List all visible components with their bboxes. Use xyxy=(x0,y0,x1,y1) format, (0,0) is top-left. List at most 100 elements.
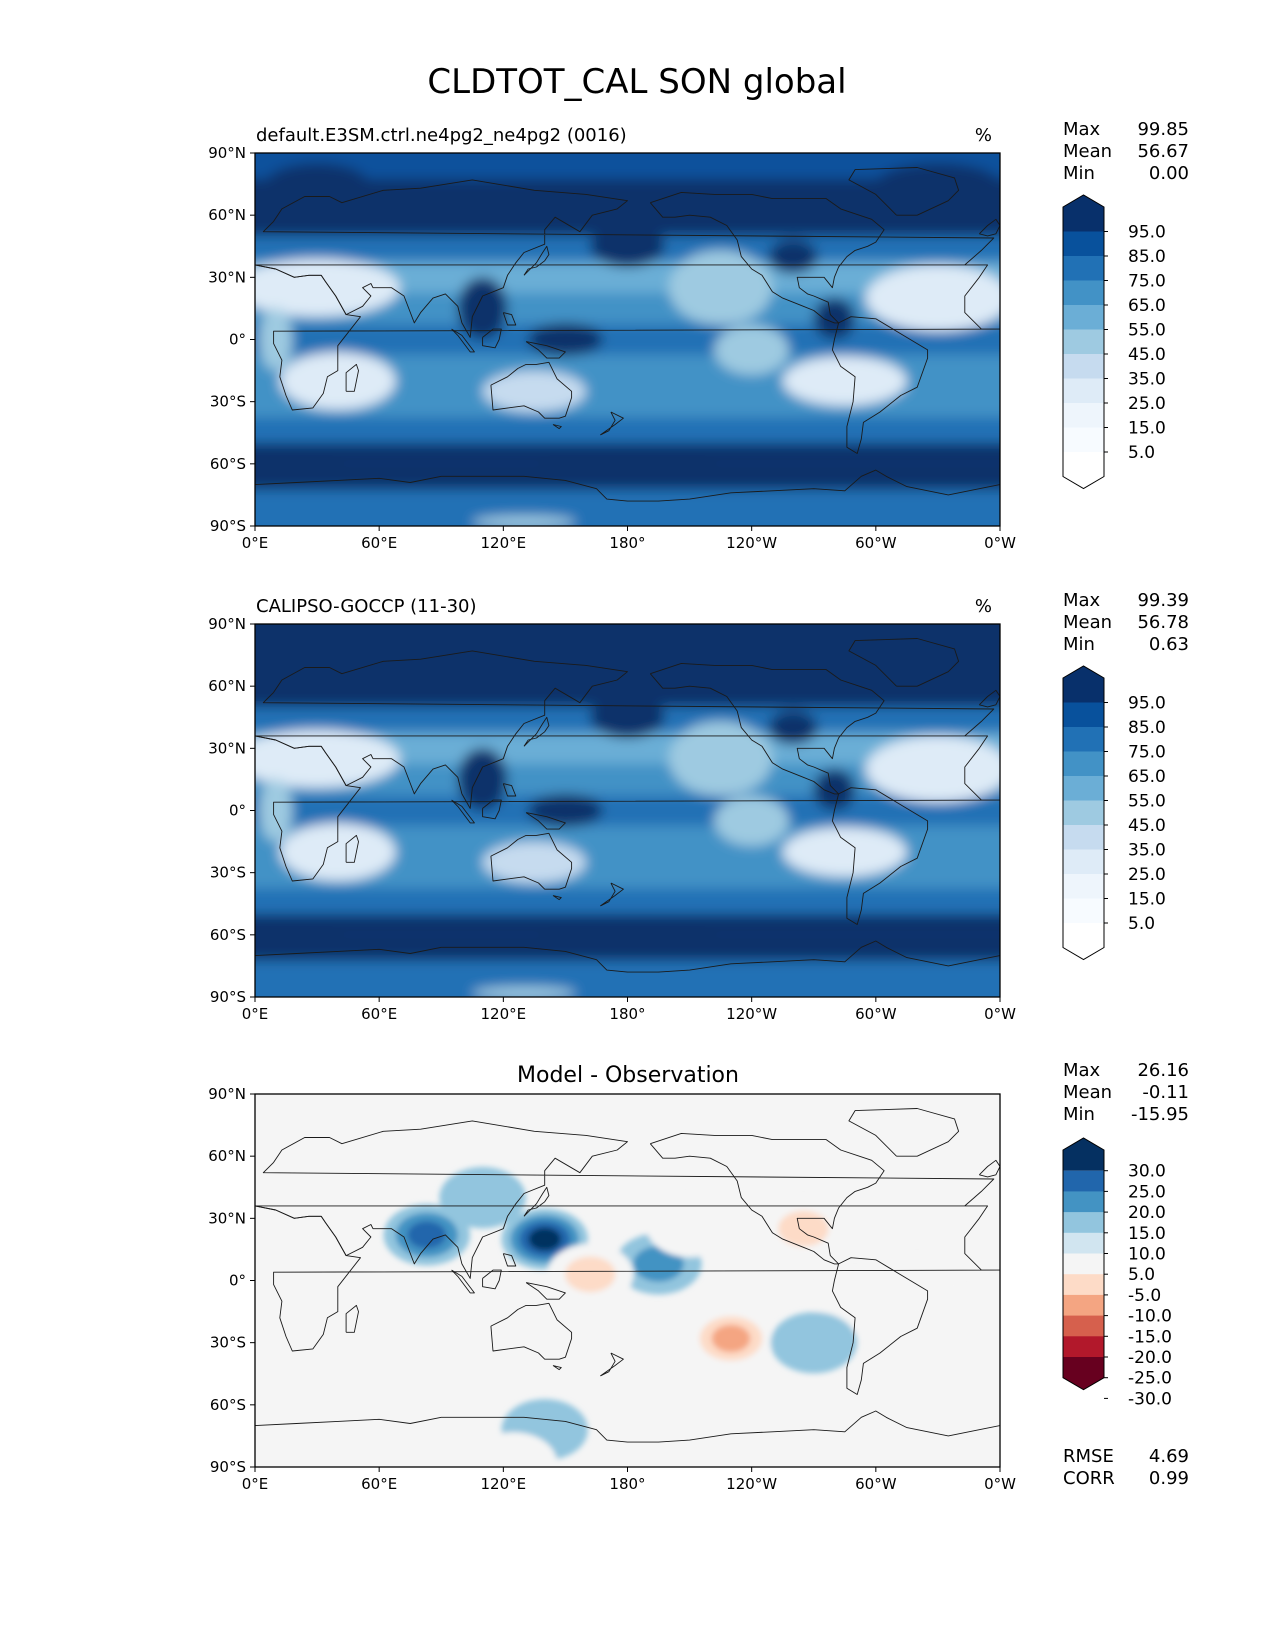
coastline xyxy=(600,411,624,436)
panel-test-x-axis: 0°E 60°E 120°E 180° 120°W 60°W 0°W xyxy=(242,526,1016,552)
colorbar-extension-top xyxy=(1063,666,1104,703)
panel-difference-stats: Max Mean Min 26.16 -0.11 -15.95 xyxy=(1063,1060,1189,1125)
colorbar-label: 95.0 xyxy=(1128,223,1166,243)
cloud-region xyxy=(590,225,665,267)
coastline xyxy=(600,882,624,907)
colorbar-label: 20.0 xyxy=(1128,1203,1166,1223)
stat-max-label: Max xyxy=(1063,1060,1101,1081)
y-tick-label: 60°S xyxy=(210,926,246,944)
x-tick-label: 120°E xyxy=(481,534,527,552)
cloud-region xyxy=(768,240,818,274)
panel-test-y-axis: 90°N 60°N 30°N 0° 30°S 60°S 90°S xyxy=(208,144,255,535)
anomaly-contour xyxy=(778,1210,829,1247)
coastline xyxy=(482,328,502,349)
cloud-region xyxy=(472,515,576,526)
stat-mean-label: Mean xyxy=(1063,612,1112,633)
cloud-region xyxy=(544,453,711,475)
y-tick-label: 30°N xyxy=(208,268,246,286)
cloud-region xyxy=(259,308,293,371)
x-tick-label: 60°W xyxy=(855,1475,897,1493)
coastline xyxy=(523,1186,550,1217)
colorbar-segment xyxy=(1063,1212,1104,1234)
corr-value: 0.99 xyxy=(1149,1468,1189,1489)
coastline xyxy=(978,218,1000,237)
anomaly-contour xyxy=(255,1260,330,1322)
corr-label: CORR xyxy=(1063,1468,1115,1489)
x-tick-label: 0°W xyxy=(984,1005,1016,1023)
panel-test-colorbar: 95.0 85.0 75.0 65.0 55.0 45.0 35.0 25.0 15.0 5.0 xyxy=(1062,194,1166,490)
cloud-region xyxy=(255,729,400,788)
y-tick-label: 60°N xyxy=(208,1147,246,1165)
colorbar-segment xyxy=(1063,231,1104,257)
colorbar-label: 75.0 xyxy=(1128,272,1166,292)
stat-mean-label: Mean xyxy=(1063,141,1112,162)
panel-reference-y-axis: 90°N 60°N 30°N 0° 30°S 60°S 90°S xyxy=(208,615,255,1006)
y-tick-label: 0° xyxy=(229,331,246,349)
coastline xyxy=(255,735,1000,882)
cloud-region xyxy=(865,264,1000,332)
stat-min-value: 0.63 xyxy=(1149,634,1189,655)
coastline xyxy=(848,1108,960,1157)
coastline xyxy=(255,1205,1000,1352)
coastline xyxy=(978,689,1000,708)
zonal-band xyxy=(255,888,1000,915)
zonal-band xyxy=(255,795,1000,827)
coastline xyxy=(552,895,562,901)
x-tick-label: 120°E xyxy=(481,1005,527,1023)
panel-test: default.E3SM.ctrl.ne4pg2_ne4pg2 (0016) %… xyxy=(208,119,1189,552)
panel-reference-colorbar: 95.0 85.0 75.0 65.0 55.0 45.0 35.0 25.0 15.0 5.0 xyxy=(1062,665,1166,961)
colorbar-label: -30.0 xyxy=(1128,1389,1172,1409)
colorbar-segment xyxy=(1063,378,1104,404)
colorbar-segment xyxy=(1063,1315,1104,1337)
stat-max-value: 99.85 xyxy=(1137,119,1189,140)
cloud-region xyxy=(714,796,789,846)
panel-reference-units: % xyxy=(975,596,992,617)
colorbar-segment xyxy=(1063,874,1104,899)
x-tick-label: 180° xyxy=(609,534,645,552)
colorbar-label: 5.0 xyxy=(1128,914,1155,934)
x-tick-label: 180° xyxy=(609,1005,645,1023)
colorbar-label: 15.0 xyxy=(1128,890,1166,910)
colorbar-segment xyxy=(1063,1191,1104,1213)
zonal-band xyxy=(255,489,1000,526)
colorbar-extension-bottom xyxy=(1063,452,1104,489)
cloud-region xyxy=(631,835,707,869)
colorbar-label: 45.0 xyxy=(1128,345,1166,365)
zonal-band xyxy=(255,624,1000,650)
x-tick-label: 120°W xyxy=(726,1475,777,1493)
colorbar-segment xyxy=(1063,1232,1104,1254)
x-tick-label: 120°W xyxy=(726,1005,777,1023)
panel-difference-y-axis: 90°N 60°N 30°N 0° 30°S 60°S 90°S xyxy=(208,1085,255,1476)
stat-max-label: Max xyxy=(1063,119,1101,140)
y-tick-label: 90°N xyxy=(208,144,246,162)
x-tick-label: 60°W xyxy=(855,534,897,552)
stat-mean-label: Mean xyxy=(1063,1082,1112,1103)
colorbar-segment xyxy=(1063,751,1104,777)
colorbar-segment xyxy=(1063,427,1104,453)
cloud-region xyxy=(544,924,711,946)
colorbar-segment xyxy=(1063,800,1104,826)
coastline xyxy=(523,245,550,276)
colorbar-label: -25.0 xyxy=(1128,1369,1172,1389)
cloud-region xyxy=(255,258,400,317)
zonal-band xyxy=(255,324,1000,356)
anomaly-contour xyxy=(646,1196,733,1258)
colorbar-segment xyxy=(1063,1253,1104,1275)
x-tick-label: 0°E xyxy=(242,1475,269,1493)
colorbar-label: 85.0 xyxy=(1128,247,1166,267)
anomaly-contour xyxy=(528,1227,561,1251)
y-tick-label: 60°S xyxy=(210,1396,246,1414)
cloud-region xyxy=(457,277,508,340)
cloud-region xyxy=(668,250,773,325)
panel-difference: Model - Observation 90°N 60°N 30°N 0° 30°S 60… xyxy=(208,1060,1189,1493)
stat-min-label: Min xyxy=(1063,163,1095,184)
colorbar-label: 25.0 xyxy=(1128,1182,1166,1202)
colorbar-segment xyxy=(1063,280,1104,306)
coastline xyxy=(831,1257,929,1395)
colorbar-segment xyxy=(1063,1274,1104,1296)
colorbar-label: 55.0 xyxy=(1128,321,1166,341)
colorbar-segment xyxy=(1063,354,1104,379)
colorbar-label: 10.0 xyxy=(1128,1245,1166,1265)
stat-min-label: Min xyxy=(1063,634,1095,655)
